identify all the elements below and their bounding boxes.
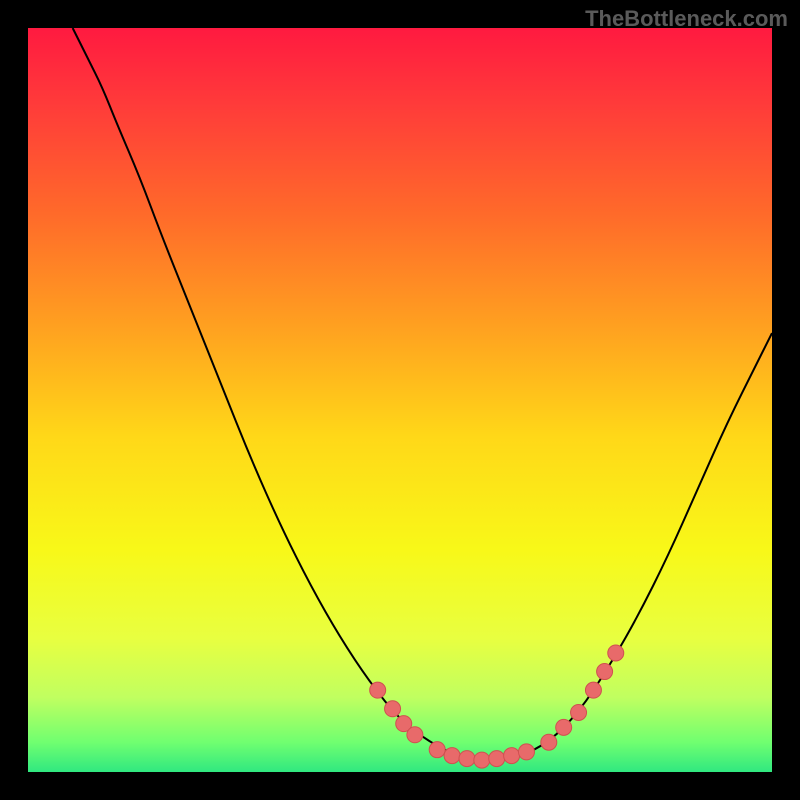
curve-marker bbox=[608, 645, 624, 661]
bottleneck-chart: TheBottleneck.com bbox=[0, 0, 800, 800]
curve-marker bbox=[504, 748, 520, 764]
curve-marker bbox=[444, 748, 460, 764]
curve-marker bbox=[585, 682, 601, 698]
curve-marker bbox=[474, 752, 490, 768]
curve-marker bbox=[385, 701, 401, 717]
gradient-background bbox=[28, 28, 772, 772]
curve-marker bbox=[518, 744, 534, 760]
chart-svg bbox=[0, 0, 800, 800]
watermark-text: TheBottleneck.com bbox=[585, 6, 788, 32]
curve-marker bbox=[489, 751, 505, 767]
curve-marker bbox=[556, 719, 572, 735]
curve-marker bbox=[407, 727, 423, 743]
curve-marker bbox=[459, 751, 475, 767]
curve-marker bbox=[429, 742, 445, 758]
curve-marker bbox=[541, 734, 557, 750]
curve-marker bbox=[370, 682, 386, 698]
curve-marker bbox=[571, 704, 587, 720]
curve-marker bbox=[597, 664, 613, 680]
